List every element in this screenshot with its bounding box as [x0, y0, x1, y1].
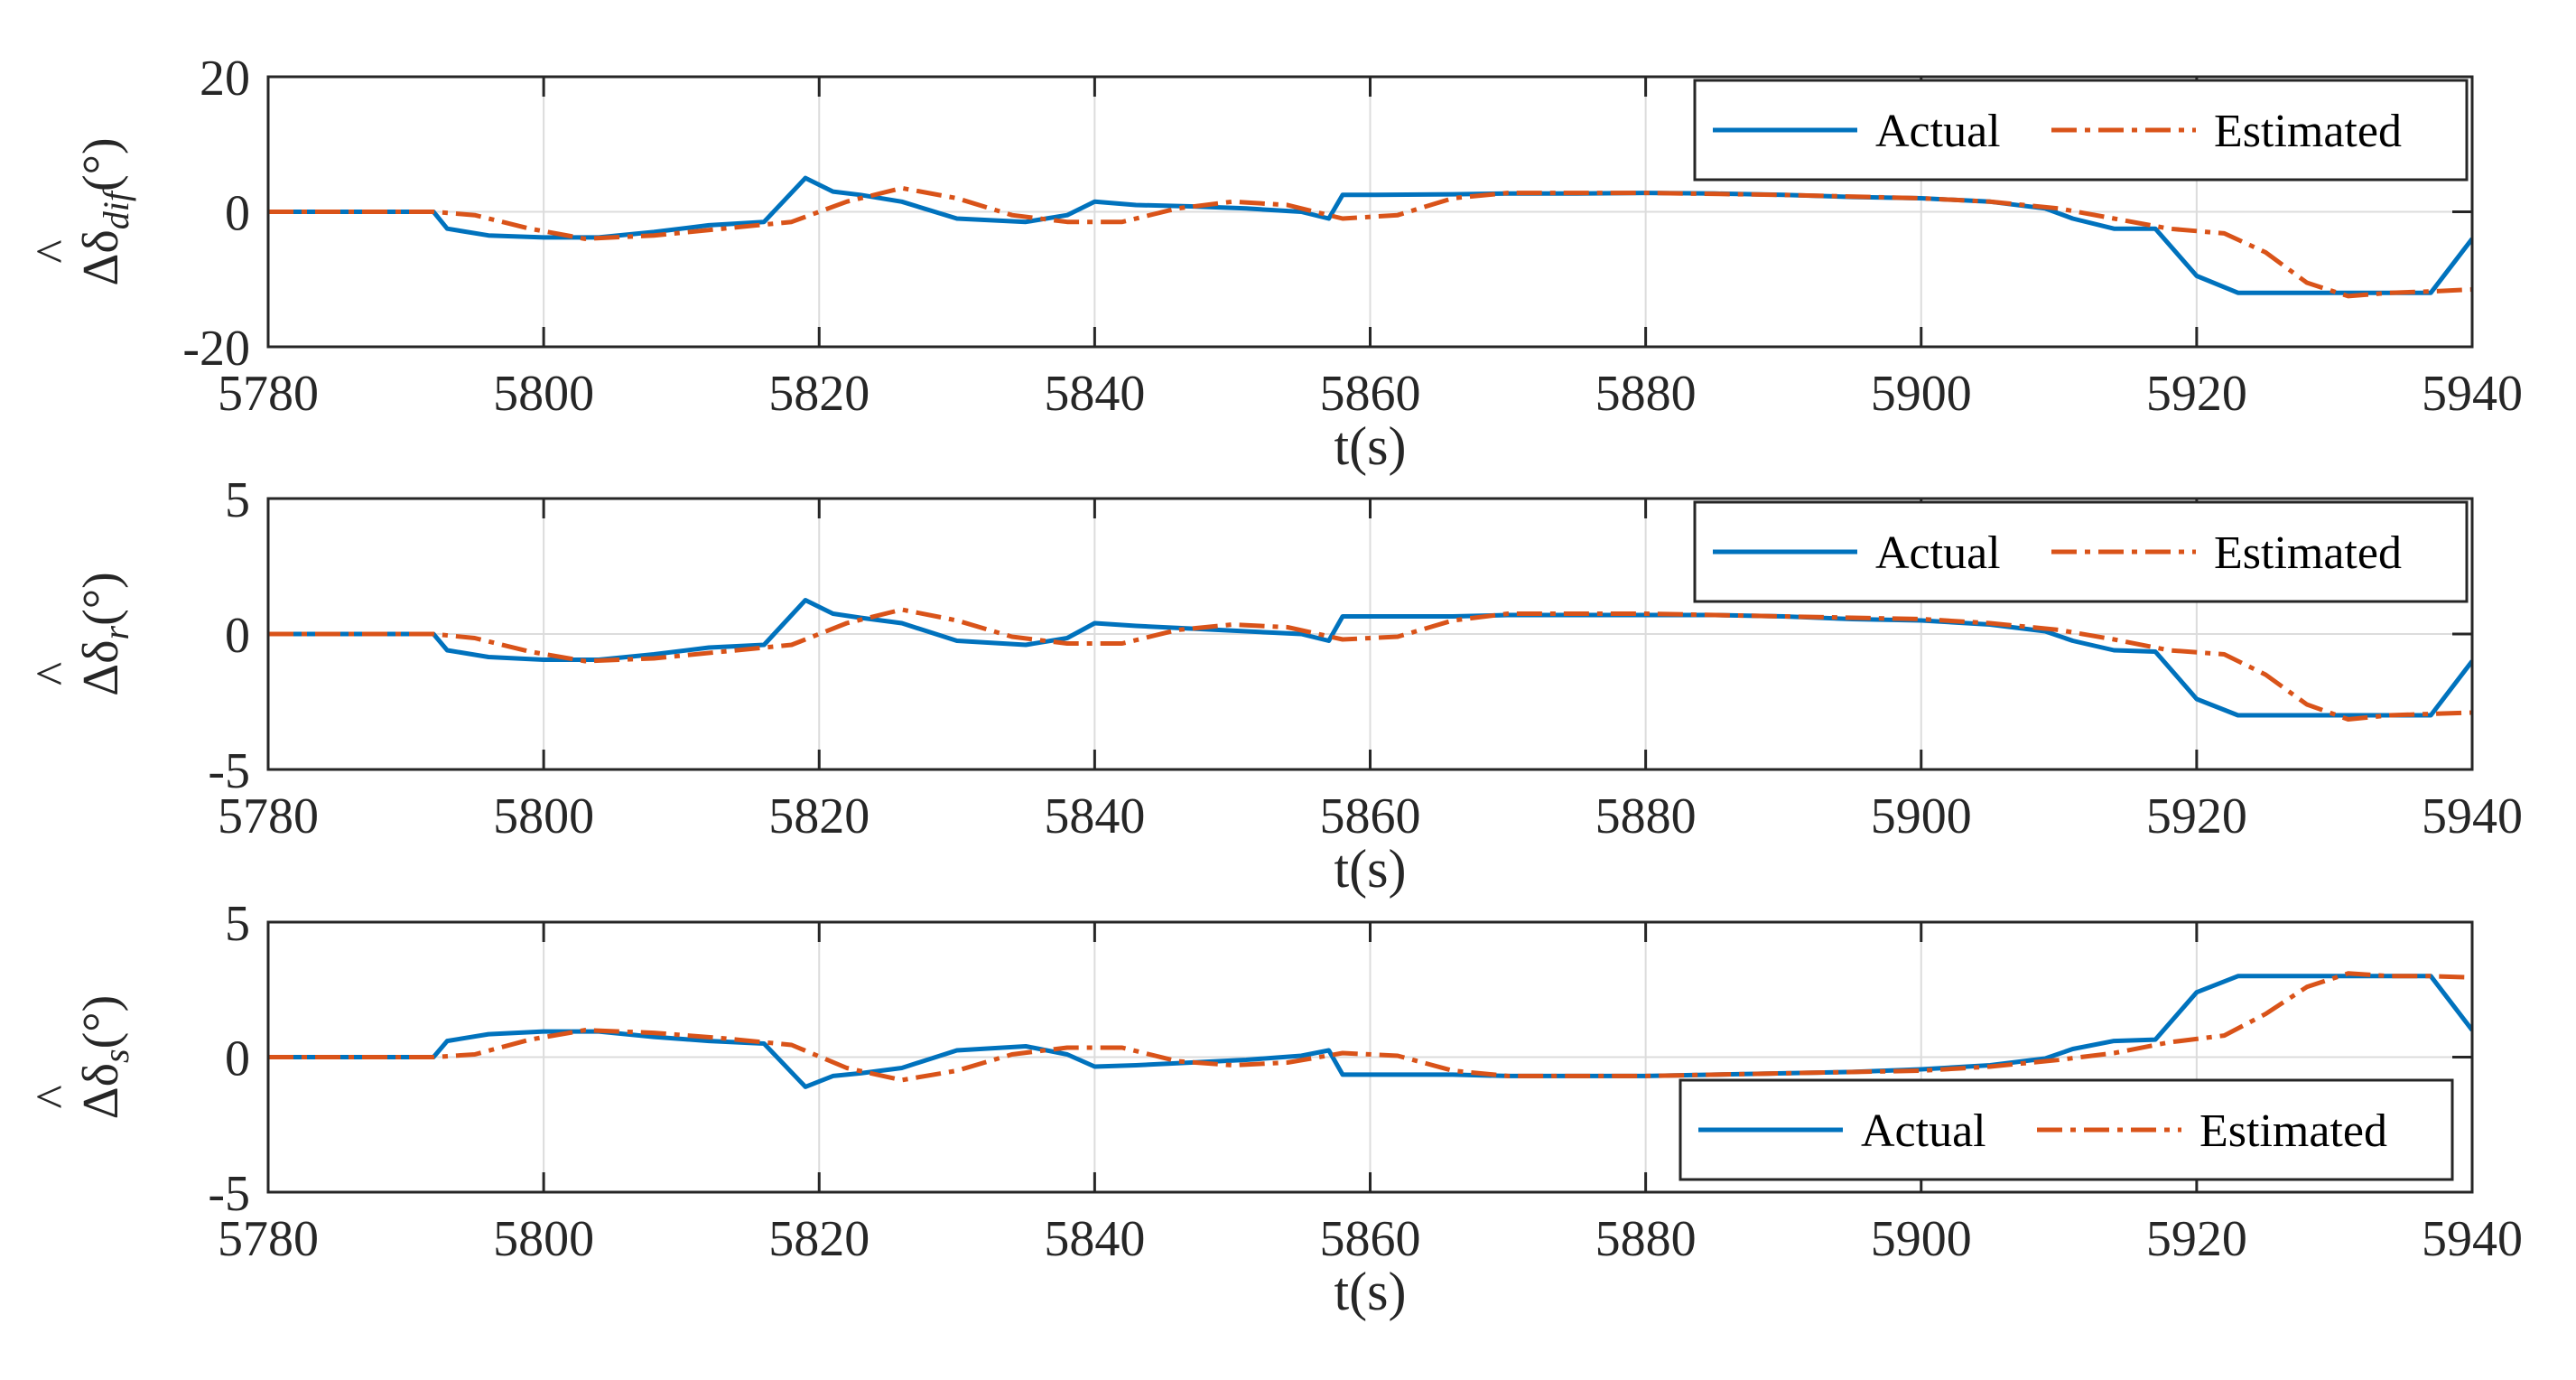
x-tick-label: 5800: [493, 788, 594, 844]
x-tick-label: 5800: [493, 1211, 594, 1267]
x-tick-label: 5840: [1044, 366, 1145, 422]
y-label-main: Δδ: [73, 1063, 129, 1119]
series-line-actual: [268, 175, 2472, 295]
legend-label-actual: Actual: [1861, 1105, 1986, 1157]
x-axis-label: t(s): [1334, 1262, 1407, 1321]
x-tick-label: 5940: [2422, 788, 2523, 844]
axis-frame: [266, 920, 2474, 1194]
legend-label-estimated: Estimated: [2214, 106, 2402, 157]
y-tick-label: 0: [225, 608, 250, 664]
chart-panel-1: 5780 5800 5820 5840 5860 5880 5900 5920 5940 20 0 -…: [26, 51, 2523, 476]
y-label-sub: r: [96, 625, 136, 639]
x-tick-label: 5940: [2422, 366, 2523, 422]
axis-frame: [266, 497, 2474, 771]
y-label-sub: dif: [96, 187, 136, 229]
y-label-hat: ^: [26, 1085, 82, 1108]
x-tick-label: 5840: [1044, 1211, 1145, 1267]
x-tick-label: 5900: [1871, 788, 1972, 844]
x-tick-label: 5900: [1871, 366, 1972, 422]
x-tick-label: 5860: [1320, 366, 1421, 422]
chart-panel-3: 5780 5800 5820 5840 5860 5880 5900 5920 5940 5 0 -5…: [26, 896, 2523, 1321]
legend-label-estimated: Estimated: [2214, 527, 2402, 579]
x-tick-label: 5880: [1595, 1211, 1697, 1267]
legend: Actual Estimated: [1679, 1078, 2454, 1181]
y-label-main: Δδ: [73, 639, 129, 695]
legend-label-actual: Actual: [1875, 106, 2001, 157]
x-tick-label: 5940: [2422, 1211, 2523, 1267]
y-label-main: Δδ: [73, 229, 129, 285]
legend: Actual Estimated: [1693, 79, 2469, 182]
chart-panel-2: 5780 5800 5820 5840 5860 5880 5900 5920 5940 5 0 -5…: [26, 472, 2523, 899]
y-axis-label: Δδdif(°): [73, 137, 136, 285]
x-tick-label: 5840: [1044, 788, 1145, 844]
y-tick-label: 20: [200, 51, 250, 107]
x-axis-label: t(s): [1334, 839, 1407, 899]
legend-label-actual: Actual: [1875, 527, 2001, 579]
x-tick-label: 5920: [2146, 1211, 2247, 1267]
x-tick-label: 5780: [218, 788, 319, 844]
x-tick-label: 5780: [218, 366, 319, 422]
series-line-estimated: [268, 971, 2472, 1083]
y-tick-label: -20: [182, 321, 250, 377]
x-tick-label: 5880: [1595, 366, 1697, 422]
y-label-hat: ^: [26, 239, 82, 263]
x-tick-label: 5880: [1595, 788, 1697, 844]
legend: Actual Estimated: [1693, 500, 2469, 603]
y-tick-label: -5: [208, 743, 250, 799]
y-tick-label: 5: [225, 896, 250, 952]
legend-label-estimated: Estimated: [2199, 1105, 2387, 1157]
series-line-estimated: [268, 185, 2472, 299]
series-line-actual: [268, 598, 2472, 718]
x-tick-label: 5820: [768, 788, 870, 844]
y-label-unit: (°): [73, 137, 129, 191]
x-tick-label: 5780: [218, 1211, 319, 1267]
x-axis-label: t(s): [1334, 416, 1407, 476]
series-line-actual: [268, 974, 2472, 1089]
y-axis-label: Δδs(°): [73, 995, 136, 1120]
x-tick-label: 5860: [1320, 1211, 1421, 1267]
y-label-unit: (°): [73, 572, 129, 626]
series-line-estimated: [268, 607, 2472, 722]
axis-frame: [266, 75, 2474, 349]
y-tick-label: 0: [225, 1031, 250, 1087]
y-label-sub: s: [96, 1049, 136, 1063]
y-tick-label: -5: [208, 1166, 250, 1222]
y-label-hat: ^: [26, 662, 82, 685]
y-tick-label: 0: [225, 186, 250, 242]
y-tick-label: 5: [225, 472, 250, 528]
y-axis-label: Δδr(°): [73, 572, 136, 696]
x-tick-label: 5860: [1320, 788, 1421, 844]
x-tick-label: 5920: [2146, 788, 2247, 844]
y-label-unit: (°): [73, 995, 129, 1049]
x-tick-label: 5820: [768, 366, 870, 422]
x-tick-label: 5920: [2146, 366, 2247, 422]
x-tick-label: 5900: [1871, 1211, 1972, 1267]
x-tick-label: 5820: [768, 1211, 870, 1267]
x-tick-label: 5800: [493, 366, 594, 422]
